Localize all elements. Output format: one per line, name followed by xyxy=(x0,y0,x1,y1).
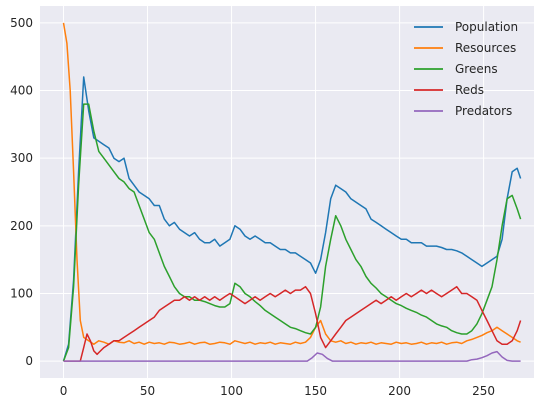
x-tick-label: 250 xyxy=(472,384,495,398)
series-lines xyxy=(62,22,522,362)
y-tick-label: 500 xyxy=(10,16,33,30)
x-tick-label: 100 xyxy=(220,384,243,398)
legend-label-predators: Predators xyxy=(455,104,512,118)
series-line-predators xyxy=(63,350,521,362)
legend-label-greens: Greens xyxy=(455,62,498,76)
series-line-greens xyxy=(62,103,522,362)
plot-area xyxy=(40,6,534,378)
legend-label-reds: Reds xyxy=(455,83,484,97)
x-tick-label: 0 xyxy=(60,384,68,398)
y-tick-label: 300 xyxy=(10,151,33,165)
legend-label-resources: Resources xyxy=(455,41,516,55)
legend-label-population: Population xyxy=(455,20,518,34)
y-tick-label: 200 xyxy=(10,219,33,233)
series-line-population xyxy=(62,76,522,362)
x-axis-ticks: 0 50 100 150 200 250 xyxy=(60,384,495,398)
y-tick-label: 100 xyxy=(10,286,33,300)
x-tick-label: 200 xyxy=(388,384,411,398)
y-axis-ticks: 0 100 200 300 400 500 xyxy=(10,16,33,368)
series-line-reds xyxy=(63,285,522,362)
x-tick-label: 150 xyxy=(304,384,327,398)
y-tick-label: 400 xyxy=(10,84,33,98)
x-tick-label: 50 xyxy=(140,384,155,398)
legend: Population Resources Greens Reds Predators xyxy=(414,20,518,118)
series-line-resources xyxy=(62,22,521,345)
y-tick-label: 0 xyxy=(25,354,33,368)
